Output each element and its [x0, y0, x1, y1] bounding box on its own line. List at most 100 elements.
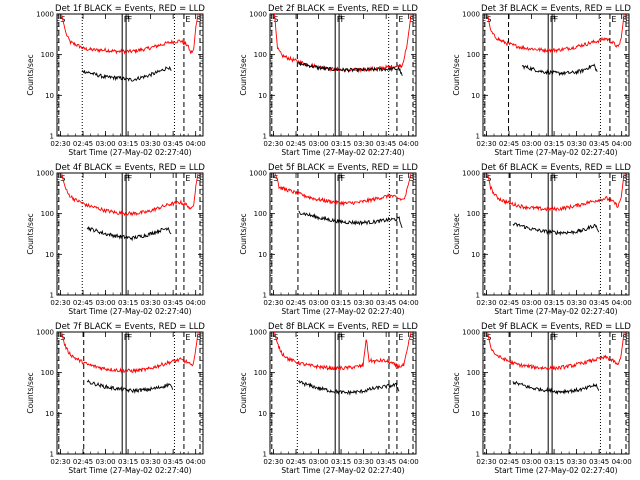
series-line-events [298, 61, 403, 77]
marker-label: S [622, 333, 627, 342]
x-tick-label: 03:45 [589, 458, 609, 466]
x-tick-label: 02:45 [73, 458, 93, 466]
x-tick-label: 03:45 [376, 458, 396, 466]
x-tick-label: 03:00 [95, 458, 115, 466]
y-tick-label: 100 [467, 369, 480, 377]
series-line-lld [61, 14, 199, 55]
x-tick-label: 03:30 [354, 458, 374, 466]
x-tick-label: 03:15 [331, 140, 351, 148]
marker-label: E [185, 333, 190, 342]
panel-4: Det 4f BLACK = Events, RED = LLD 1 10 100 10… [26, 163, 206, 316]
marker-label: S [273, 174, 278, 183]
y-tick-label: 1000 [249, 329, 267, 337]
plot-frame [269, 331, 417, 455]
marker-label: S [622, 15, 627, 24]
x-tick-label: 03:00 [521, 299, 541, 307]
panel-title: Det 3f BLACK = Events, RED = LLD [481, 4, 631, 14]
y-tick-label: 10 [45, 410, 54, 418]
x-tick-label: 02:30 [476, 299, 496, 307]
x-tick-label: 03:45 [376, 140, 396, 148]
x-tick-label: 04:00 [399, 299, 419, 307]
marker-label: F [554, 15, 559, 24]
x-axis-label: Start Time (27-May-02 02:27:40) [494, 148, 617, 157]
x-tick-label: 03:45 [376, 299, 396, 307]
panel-title: Det 7f BLACK = Events, RED = LLD [55, 322, 205, 332]
x-tick-label: 03:45 [589, 299, 609, 307]
x-tick-label: 04:00 [186, 140, 206, 148]
x-tick-label: 03:00 [308, 458, 328, 466]
x-tick-label: 04:00 [399, 458, 419, 466]
x-tick-label: 04:00 [186, 299, 206, 307]
x-tick-label: 03:00 [308, 299, 328, 307]
y-tick-label: 1 [263, 292, 267, 300]
y-tick-label: 1000 [36, 329, 54, 337]
marker-label: E [398, 15, 403, 24]
x-axis-label: Start Time (27-May-02 02:27:40) [68, 307, 191, 316]
x-tick-label: 02:30 [476, 140, 496, 148]
panel-title: Det 4f BLACK = Events, RED = LLD [55, 163, 205, 173]
x-tick-label: 03:00 [521, 458, 541, 466]
x-tick-label: 02:45 [286, 299, 306, 307]
panel-8: Det 8f BLACK = Events, RED = LLD 1 10 100 10… [239, 322, 419, 475]
x-tick-label: 02:30 [50, 458, 70, 466]
x-tick-label: 03:30 [141, 299, 161, 307]
marker-label: F [554, 333, 559, 342]
marker-label: E [185, 15, 190, 24]
x-tick-label: 04:00 [612, 458, 632, 466]
panel-title: Det 5f BLACK = Events, RED = LLD [268, 163, 418, 173]
x-tick-label: 02:45 [499, 458, 519, 466]
x-tick-label: 02:45 [286, 140, 306, 148]
y-tick-label: 1 [476, 133, 480, 141]
x-tick-label: 02:30 [263, 458, 283, 466]
x-tick-label: 02:45 [73, 140, 93, 148]
marker-label: E [398, 333, 403, 342]
y-tick-label: 100 [41, 210, 54, 218]
y-axis-label: Counts/sec [26, 372, 35, 413]
y-axis-label: Counts/sec [452, 213, 461, 254]
panel-title: Det 6f BLACK = Events, RED = LLD [481, 163, 631, 173]
y-axis-label: Counts/sec [239, 372, 248, 413]
series-line-events [298, 380, 400, 396]
x-tick-label: 04:00 [399, 140, 419, 148]
x-tick-label: 02:45 [286, 458, 306, 466]
marker-label: F [554, 174, 559, 183]
series-line-lld [487, 14, 625, 54]
plot-frame [482, 172, 630, 296]
x-axis-label: Start Time (27-May-02 02:27:40) [281, 307, 404, 316]
plot-frame [56, 13, 204, 137]
series-line-events [82, 65, 172, 82]
y-tick-label: 10 [471, 410, 480, 418]
x-tick-label: 04:00 [612, 140, 632, 148]
marker-label: E [185, 174, 190, 183]
y-tick-label: 1000 [36, 11, 54, 19]
x-tick-label: 04:00 [186, 458, 206, 466]
x-tick-label: 03:30 [141, 140, 161, 148]
x-tick-label: 02:30 [50, 299, 70, 307]
x-tick-label: 03:00 [308, 140, 328, 148]
x-tick-label: 03:15 [118, 299, 138, 307]
series-line-lld [274, 332, 412, 371]
y-tick-label: 1 [50, 133, 54, 141]
marker-label: E [611, 174, 616, 183]
marker-label: F [128, 15, 133, 24]
series-line-lld [274, 173, 412, 207]
panel-6: Det 6f BLACK = Events, RED = LLD 1 10 100 10… [452, 163, 632, 316]
marker-label: E [611, 333, 616, 342]
x-axis-label: Start Time (27-May-02 02:27:40) [68, 466, 191, 475]
x-tick-label: 02:30 [263, 140, 283, 148]
panel-3: Det 3f BLACK = Events, RED = LLD 1 10 100 10… [452, 4, 632, 157]
plot-frame [56, 172, 204, 296]
y-tick-label: 1 [263, 451, 267, 459]
x-tick-label: 03:15 [331, 458, 351, 466]
x-tick-label: 03:30 [567, 299, 587, 307]
series-line-events [521, 63, 598, 77]
x-tick-label: 03:30 [567, 140, 587, 148]
marker-label: S [196, 174, 201, 183]
y-tick-label: 10 [258, 92, 267, 100]
marker-label: S [196, 333, 201, 342]
panel-5: Det 5f BLACK = Events, RED = LLD 1 10 100 10… [239, 163, 419, 316]
y-tick-label: 100 [254, 51, 267, 59]
x-tick-label: 02:45 [499, 140, 519, 148]
y-tick-label: 100 [41, 369, 54, 377]
marker-label: F [341, 174, 346, 183]
